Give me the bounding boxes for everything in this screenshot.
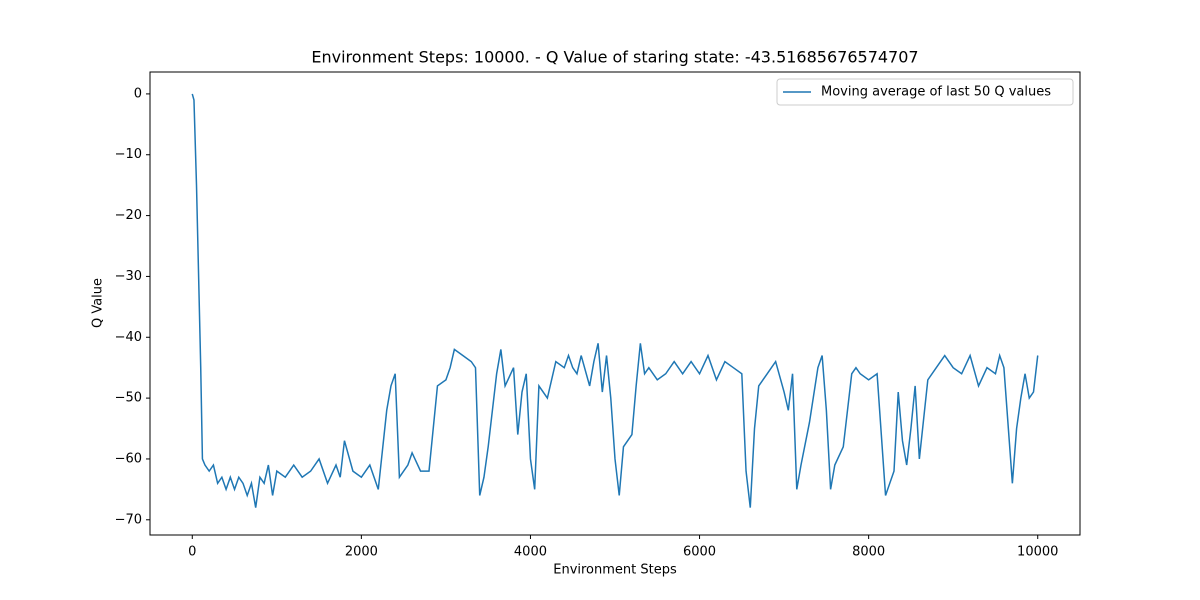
y-tick-label: −70 [115, 512, 142, 527]
x-tick-label: 6000 [683, 545, 716, 560]
x-tick-label: 8000 [852, 545, 885, 560]
x-tick-label: 2000 [345, 545, 378, 560]
x-tick-label: 4000 [514, 545, 547, 560]
legend-label: Moving average of last 50 Q values [821, 85, 1051, 100]
x-tick-label: 10000 [1017, 545, 1058, 560]
y-axis-label: Q Value [91, 278, 106, 328]
data-line [191, 93, 1039, 508]
y-tick-label: −10 [115, 147, 142, 162]
y-tick-label: −40 [115, 330, 142, 345]
x-axis-label: Environment Steps [553, 563, 677, 578]
legend-box [776, 78, 1074, 106]
plot-frame [149, 71, 1081, 536]
chart-title: Environment Steps: 10000. - Q Value of s… [311, 48, 918, 67]
y-tick-label: −30 [115, 269, 142, 284]
y-tick-label: 0 [134, 86, 142, 101]
x-tick-label: 0 [188, 545, 196, 560]
y-tick-label: −50 [115, 391, 142, 406]
y-tick-label: −60 [115, 451, 142, 466]
y-tick-label: −20 [115, 208, 142, 223]
